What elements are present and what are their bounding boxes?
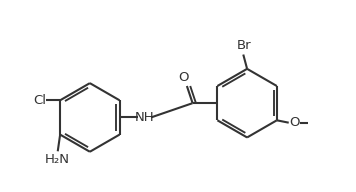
Text: O: O xyxy=(290,116,300,129)
Text: Br: Br xyxy=(237,39,252,51)
Text: O: O xyxy=(178,71,188,84)
Text: Cl: Cl xyxy=(33,94,47,107)
Text: NH: NH xyxy=(135,111,154,124)
Text: H₂N: H₂N xyxy=(45,153,70,166)
